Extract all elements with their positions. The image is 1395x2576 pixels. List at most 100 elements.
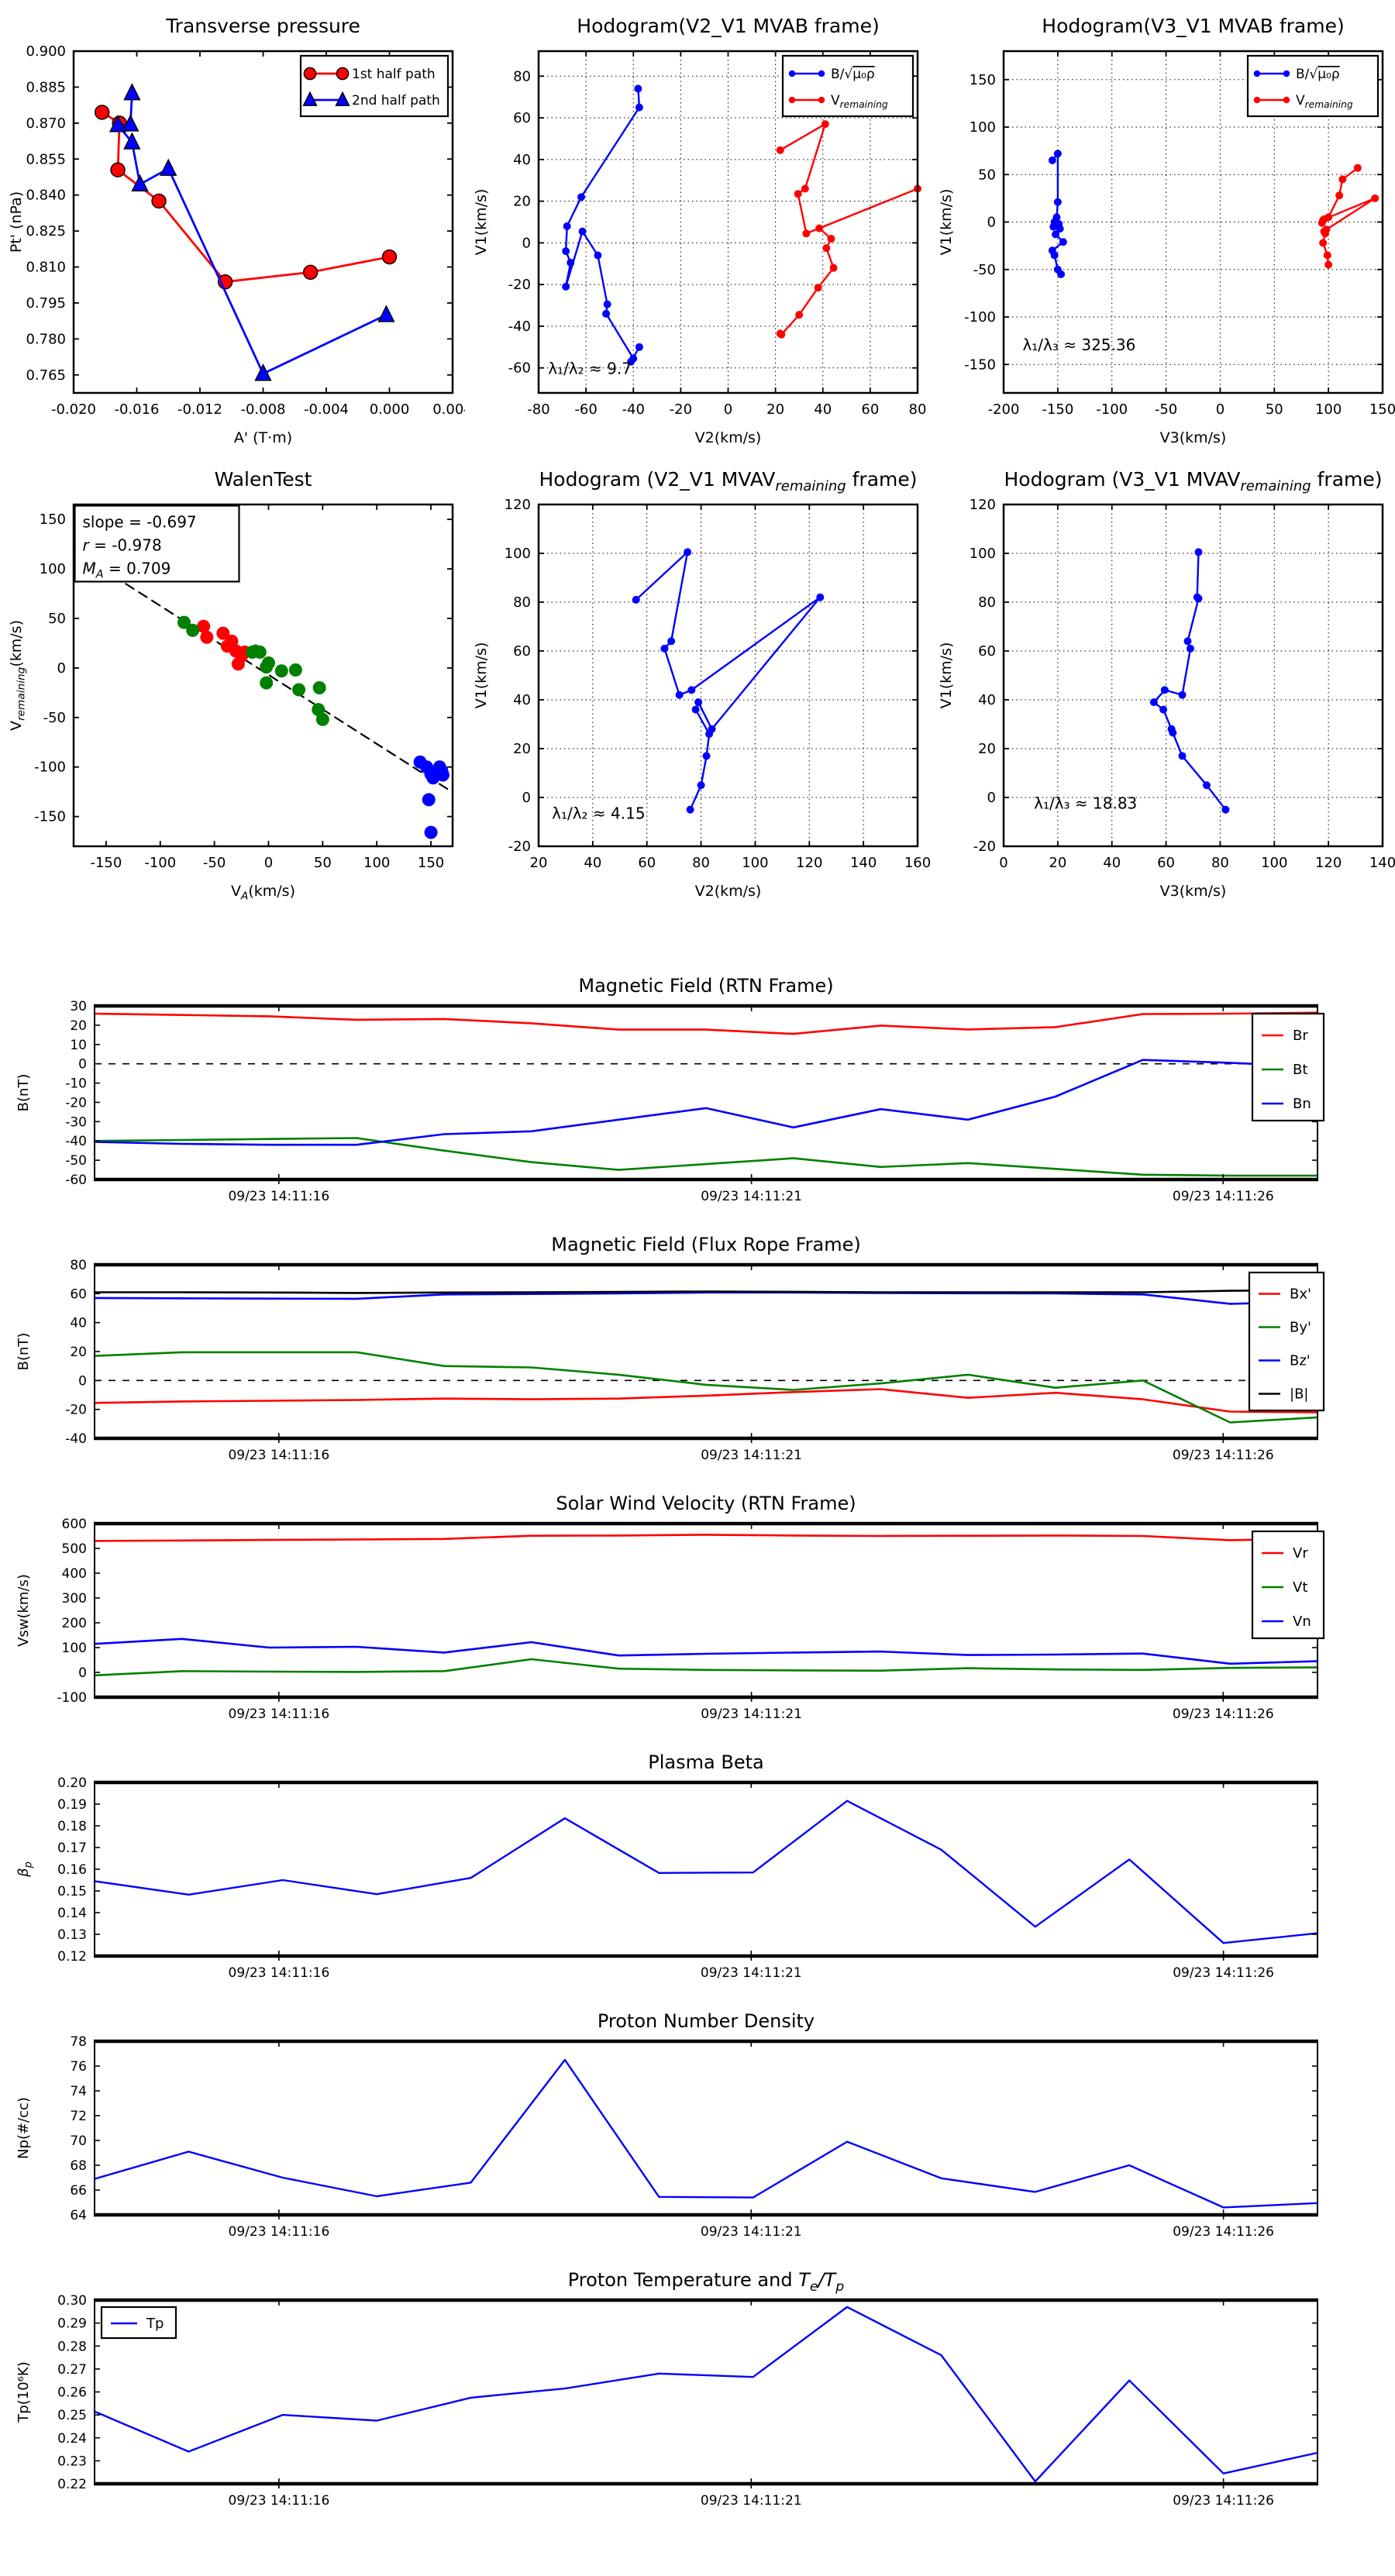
y-tick-label: 68 <box>70 2158 87 2174</box>
y-tick-label: 76 <box>70 2059 87 2075</box>
y-tick-label: 0.23 <box>57 2454 87 2469</box>
series-vr <box>93 1534 1319 1542</box>
series-scatter-middle <box>177 615 329 726</box>
y-tick-label: 0.20 <box>57 1775 87 1791</box>
series-v-remaining <box>776 120 921 339</box>
x-tick-label: 80 <box>692 855 710 871</box>
y-tick-label: 120 <box>970 497 996 513</box>
y-tick-label: 100 <box>62 1641 87 1656</box>
y-tick-label: -30 <box>65 1114 87 1130</box>
series-beta-p <box>93 1799 1319 1944</box>
x-tick-label: -0.008 <box>240 401 285 418</box>
x-tick-label: 20 <box>1049 855 1066 871</box>
y-tick-label: -50 <box>65 1153 87 1169</box>
y-tick-label: -50 <box>43 710 66 726</box>
y-tick-label: 0.780 <box>26 331 66 347</box>
y-tick-label: 300 <box>62 1591 87 1607</box>
series-vn <box>93 1638 1319 1665</box>
y-tick-label: 100 <box>970 119 996 136</box>
x-tick-label: 20 <box>766 401 784 418</box>
series-b-normalized <box>1048 150 1067 278</box>
chart-title: Hodogram (V2_V1 MVAVremaining frame) <box>539 468 917 494</box>
y-tick-label: 40 <box>70 1316 87 1331</box>
series-bx-prime <box>93 1388 1319 1414</box>
y-tick-label: -20 <box>65 1403 87 1418</box>
legend-label: Tp <box>146 2316 164 2332</box>
y-tick-label: 10 <box>70 1038 87 1053</box>
y-tick-label: 50 <box>978 167 996 183</box>
y-tick-label: 0 <box>522 790 531 806</box>
series-bt <box>93 1137 1319 1177</box>
x-tick-label: -100 <box>144 855 176 871</box>
series-b-magnitude <box>93 1289 1319 1294</box>
y-tick-label: 40 <box>978 692 996 708</box>
y-tick-label: 150 <box>970 72 996 88</box>
x-tick-label: 150 <box>418 855 444 871</box>
timeseries-stack: 09/23 14:11:16 09/23 14:11:21 09/23 14:11:… <box>0 969 1395 2576</box>
series-np <box>93 2058 1319 2209</box>
y-tick-label: 80 <box>978 594 996 611</box>
y-tick-label: 80 <box>70 1258 87 1273</box>
y-tick-label: -150 <box>34 809 66 825</box>
series-bz-prime <box>93 1291 1319 1305</box>
x-tick-label: 09/23 14:11:21 <box>701 2224 802 2240</box>
y-tick-label: -20 <box>973 839 996 855</box>
legend-box <box>1251 1530 1325 1640</box>
chart-svg-hodogram-v3v1-mvab: -200 -150 -100 -50 0 50 100 150 -150 -100 -50 0 50 10… <box>938 15 1395 446</box>
chart-svg-plasma-beta: 09/23 14:11:16 09/23 14:11:21 09/23 14:11:… <box>16 1751 1319 1981</box>
x-tick-label: -50 <box>1155 401 1177 418</box>
y-tick-label: -100 <box>57 1690 87 1706</box>
legend-box <box>1251 1012 1325 1122</box>
y-axis-label: βp <box>16 1861 34 1878</box>
x-tick-label: -20 <box>670 401 692 418</box>
y-tick-label: 0.25 <box>57 2408 87 2423</box>
y-tick-label: 20 <box>70 1345 87 1360</box>
y-tick-label: 0.810 <box>26 260 66 276</box>
legend-label: Vr <box>1293 1545 1308 1562</box>
series-v-remaining <box>1318 164 1380 269</box>
chart-svg-magnetic-field-flux-rope: 09/23 14:11:16 09/23 14:11:21 09/23 14:11:… <box>16 1234 1325 1463</box>
y-tick-label: -40 <box>508 319 531 335</box>
y-tick-label: 100 <box>40 561 66 577</box>
y-tick-label: -60 <box>508 360 531 377</box>
y-axis-label: Tp(10⁶K) <box>16 2361 32 2423</box>
legend: Tp <box>100 2306 177 2340</box>
series-first-half-path <box>94 105 398 290</box>
series-br <box>93 1011 1319 1035</box>
y-tick-label: 40 <box>513 152 531 168</box>
x-tick-label: 09/23 14:11:26 <box>1173 2224 1274 2240</box>
x-tick-label: 140 <box>1369 855 1395 871</box>
x-tick-label: -150 <box>90 855 122 871</box>
legend-box <box>1248 1271 1325 1412</box>
x-tick-label: 140 <box>850 855 877 871</box>
x-tick-label: 09/23 14:11:16 <box>228 1189 329 1204</box>
x-tick-label: -0.020 <box>51 401 96 418</box>
chart-svg-magnetic-field-rtn: 09/23 14:11:16 09/23 14:11:21 09/23 14:11:… <box>16 975 1325 1204</box>
legend-label: |B| <box>1290 1386 1308 1403</box>
legend-label: Br <box>1293 1028 1308 1044</box>
x-tick-label: 100 <box>1261 855 1287 871</box>
x-tick-label: -100 <box>1096 401 1128 418</box>
chart-title: Magnetic Field (RTN Frame) <box>578 975 833 997</box>
x-tick-label: 20 <box>530 855 548 871</box>
y-tick-label: 20 <box>978 741 996 757</box>
y-tick-label: 0 <box>57 660 66 677</box>
y-tick-label: 0.29 <box>57 2316 87 2332</box>
y-axis-label: V1(km/s) <box>473 642 490 709</box>
legend-label: B/√μ₀ρ <box>1296 67 1340 82</box>
x-axis-label: A' (T·m) <box>234 429 292 446</box>
x-tick-label: 09/23 14:11:26 <box>1173 1189 1274 1204</box>
x-axis-label: V3(km/s) <box>1160 429 1227 446</box>
x-tick-label: 09/23 14:11:21 <box>701 1448 802 1463</box>
legend-box <box>299 54 450 118</box>
chart-svg-proton-number-density: 09/23 14:11:16 09/23 14:11:21 09/23 14:11:… <box>16 2010 1319 2240</box>
y-tick-label: 0.19 <box>57 1797 87 1813</box>
x-tick-label: 60 <box>861 401 879 418</box>
x-tick-label: 09/23 14:11:21 <box>701 2493 802 2509</box>
x-tick-label: 80 <box>1211 855 1229 871</box>
scatter-plot-grid: -0.020 -0.016 -0.012 -0.008 -0.004 0.000 0.004… <box>0 0 1395 907</box>
y-tick-label: 40 <box>513 692 531 708</box>
y-tick-label: -60 <box>65 1173 87 1188</box>
legend-label: Bn <box>1293 1096 1311 1112</box>
legend-box <box>781 54 914 118</box>
